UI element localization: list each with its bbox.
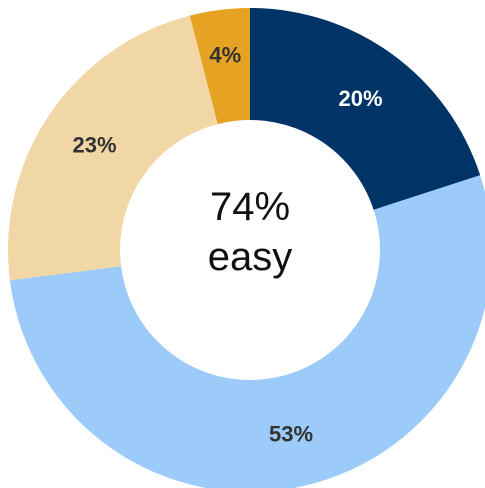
slice-label-4: 4%: [209, 42, 241, 67]
center-caption: easy: [208, 235, 293, 279]
center-percentage: 74%: [210, 185, 290, 229]
slice-label-2: 53%: [269, 421, 313, 446]
donut-hole: [120, 120, 380, 380]
slice-label-1: 20%: [338, 86, 382, 111]
slice-label-group: 20% 53% 23% 4%: [72, 42, 382, 446]
slice-label-3: 23%: [72, 132, 116, 157]
